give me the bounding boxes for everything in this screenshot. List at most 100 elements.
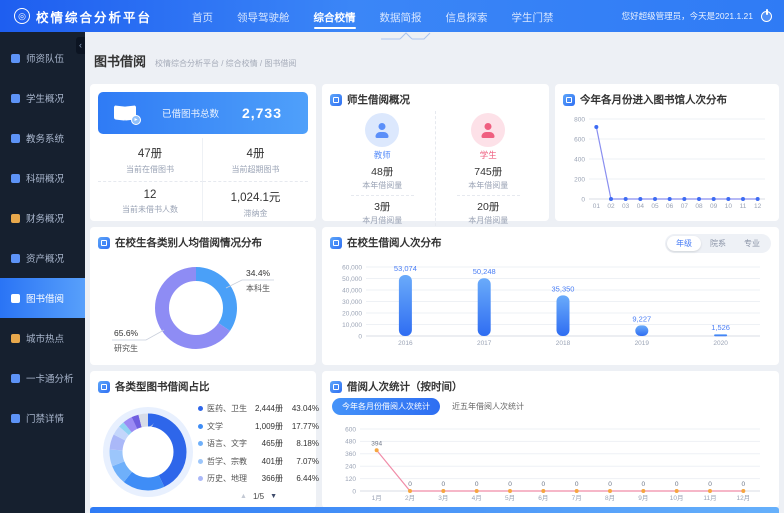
legend-item: 哲学、宗教 401册 7.07% [198,453,319,471]
tab-grade[interactable]: 年级 [667,236,701,251]
sidebar-item-teachers[interactable]: 师资队伍 [0,38,85,78]
nav-item-info-explore[interactable]: 信息探索 [445,11,488,24]
teacher-person-icon [375,123,390,138]
svg-text:2017: 2017 [477,340,492,347]
monthly-entries-line-chart: 0 200 400 600 800 01 02 03 04 05 06 07 08 09 10 11 12 [563,111,771,218]
book-types-legend: 医药、卫生 2,444册 43.04% 文学 1,009册 17.77% [198,398,319,501]
sidebar-item-city-hotspot[interactable]: 城市热点 [0,318,85,358]
nav-item-cockpit[interactable]: 领导驾驶舱 [237,11,290,24]
svg-text:0: 0 [442,481,446,488]
students-icon [11,93,20,103]
svg-text:394: 394 [371,440,382,447]
svg-text:5月: 5月 [505,494,515,502]
academic-icon [11,133,20,143]
nav-decoration-chevron [381,32,431,40]
legend-dot [198,458,203,464]
nav-item-campus-overview[interactable]: 综合校情 [313,2,356,31]
sidebar-item-academic[interactable]: 教务系统 [0,118,85,158]
card-yearly-borrow: 在校生借阅人次分布 年级 院系 专业 0 10,000 20,000 30,000 40… [322,227,779,365]
svg-text:800: 800 [574,116,585,123]
tab-major[interactable]: 专业 [744,239,760,248]
svg-text:200: 200 [574,176,585,183]
library-icon [11,293,20,303]
svg-text:0: 0 [358,333,362,340]
svg-text:本科生: 本科生 [246,283,270,293]
svg-text:0: 0 [581,196,585,203]
sidebar-item-access-detail[interactable]: 门禁详情 [0,398,85,438]
svg-text:10: 10 [725,203,733,210]
sidebar-item-students[interactable]: 学生概况 [0,78,85,118]
student-person-icon [481,123,496,138]
svg-text:6月: 6月 [538,494,548,502]
svg-text:60,000: 60,000 [342,264,362,271]
main-content: 图书借阅 校情综合分析平台 / 综合校情 / 图书借阅 ▸ 已借图书总数 2,7… [85,32,784,513]
svg-text:0: 0 [352,488,356,495]
svg-text:0: 0 [408,481,412,488]
sidebar-item-research[interactable]: 科研概况 [0,158,85,198]
svg-text:09: 09 [710,203,718,210]
btn-monthly-stats[interactable]: 今年各月份借阅人次统计 [332,398,440,415]
sidebar-collapse-toggle[interactable]: ‹ [76,37,85,54]
svg-text:20,000: 20,000 [342,310,362,317]
pager-down-icon[interactable]: ▼ [270,492,277,500]
svg-text:2月: 2月 [405,494,415,502]
svg-text:10月: 10月 [670,494,684,502]
svg-text:11: 11 [740,203,747,210]
logout-power-icon[interactable] [761,10,772,22]
svg-text:03: 03 [622,203,630,210]
svg-text:34.4%: 34.4% [246,268,271,278]
pager-up-icon[interactable]: ▲ [240,492,247,500]
sidebar-item-onecard[interactable]: 一卡通分析 [0,358,85,398]
svg-text:53,074: 53,074 [394,264,417,273]
stat-current-borrowed: 47册 当前在借图书 [98,138,203,182]
nav-item-student-access[interactable]: 学生门禁 [511,11,554,24]
nav-item-data-brief[interactable]: 数据简报 [379,11,422,24]
svg-text:2018: 2018 [556,340,571,347]
card-borrow-summary: ▸ 已借图书总数 2,733 47册 当前在借图书 4册 当前超期图书 12 [90,84,316,225]
svg-text:7月: 7月 [572,494,582,502]
svg-text:8月: 8月 [605,494,615,502]
svg-text:08: 08 [695,203,703,210]
topbar-right: 您好超级管理员，今天是2021.1.21 [622,10,784,22]
svg-text:9月: 9月 [638,494,648,502]
nav-item-home[interactable]: 首页 [192,11,213,24]
yearly-borrow-tab-group: 年级 院系 专业 [665,234,771,253]
svg-text:02: 02 [607,203,615,210]
card-icon [330,380,342,393]
stat-overdue: 4册 当前超期图书 [203,138,308,182]
stat-non-borrowers: 12 当前未借书人数 [98,182,203,225]
topbar: ◎ 校情综合分析平台 首页 领导驾驶舱 综合校情 数据简报 信息探索 学生门禁 … [0,0,784,32]
svg-text:240: 240 [345,464,356,471]
sidebar-item-finance[interactable]: 财务概况 [0,198,85,238]
card-teacher-student: 师生借阅概况 教师 48册 本年借阅量 3册 本月借阅量 学生 [322,84,549,226]
tab-department[interactable]: 院系 [710,239,726,248]
svg-text:05: 05 [651,203,659,210]
svg-text:0: 0 [675,481,679,488]
breadcrumb-path: 校情综合分析平台 / 综合校情 / 图书借阅 [155,59,297,68]
card-icon [98,236,110,249]
app-logo: ◎ 校情综合分析平台 [0,7,178,26]
time-stats-line-chart: 0 120 240 360 480 600 1月 2月 3月 4月 5月 6月 7月 8月 9月 10月 11月… [330,417,771,510]
teachers-icon [11,53,20,63]
legend-item: 历史、地理 366册 6.44% [198,470,319,488]
sidebar-item-library[interactable]: 图书借阅 [0,278,85,318]
svg-text:2019: 2019 [635,340,650,347]
sidebar-item-assets[interactable]: 资产概况 [0,238,85,278]
borrow-total-value: 2,733 [241,105,282,121]
app-title: 校情综合分析平台 [36,10,153,25]
yearly-borrow-bar-chart: 0 10,000 20,000 30,000 40,000 50,000 60,000 201… [330,254,771,355]
breadcrumb: 图书借阅 校情综合分析平台 / 综合校情 / 图书借阅 [90,32,779,84]
stat-late-fee: 1,024.1元 滞纳金 [230,192,281,218]
btn-five-year-stats[interactable]: 近五年借阅人次统计 [452,402,524,411]
pager-page: 1/5 [252,491,265,501]
svg-text:0: 0 [742,481,746,488]
svg-text:研究生: 研究生 [114,343,138,353]
svg-text:12: 12 [754,203,762,210]
card-icon [330,236,342,249]
svg-text:07: 07 [681,203,689,210]
card-per-capita: 在校生各类别人均借阅情况分布 34.4% 本科生 65.6% 研究生 [90,227,316,365]
svg-text:2016: 2016 [398,340,413,347]
teacher-column: 教师 48册 本年借阅量 3册 本月借阅量 [330,111,436,226]
svg-text:0: 0 [508,481,512,488]
svg-text:2020: 2020 [713,340,728,347]
